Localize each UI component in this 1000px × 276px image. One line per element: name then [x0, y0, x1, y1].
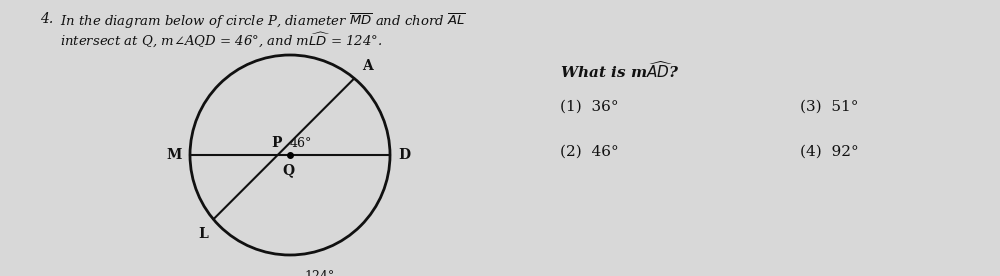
- Text: 124°: 124°: [305, 270, 335, 276]
- Text: (4)  92°: (4) 92°: [800, 145, 859, 159]
- Text: D: D: [398, 148, 410, 162]
- Text: (3)  51°: (3) 51°: [800, 100, 858, 114]
- Text: In the diagram below of circle P, diameter $\overline{MD}$ and chord $\overline{: In the diagram below of circle P, diamet…: [60, 12, 466, 31]
- Text: L: L: [199, 227, 208, 241]
- Text: A: A: [362, 59, 373, 73]
- Text: What is m$\widehat{AD}$?: What is m$\widehat{AD}$?: [560, 60, 680, 81]
- Text: 4.: 4.: [40, 12, 53, 26]
- Text: Q: Q: [283, 163, 295, 177]
- Text: intersect at Q, m∠AQD = 46°, and m$\widehat{LD}$ = 124°.: intersect at Q, m∠AQD = 46°, and m$\wide…: [60, 30, 383, 49]
- Text: P: P: [272, 136, 282, 150]
- Text: M: M: [167, 148, 182, 162]
- Text: (1)  36°: (1) 36°: [560, 100, 619, 114]
- Text: 46°: 46°: [290, 137, 312, 150]
- Text: (2)  46°: (2) 46°: [560, 145, 619, 159]
